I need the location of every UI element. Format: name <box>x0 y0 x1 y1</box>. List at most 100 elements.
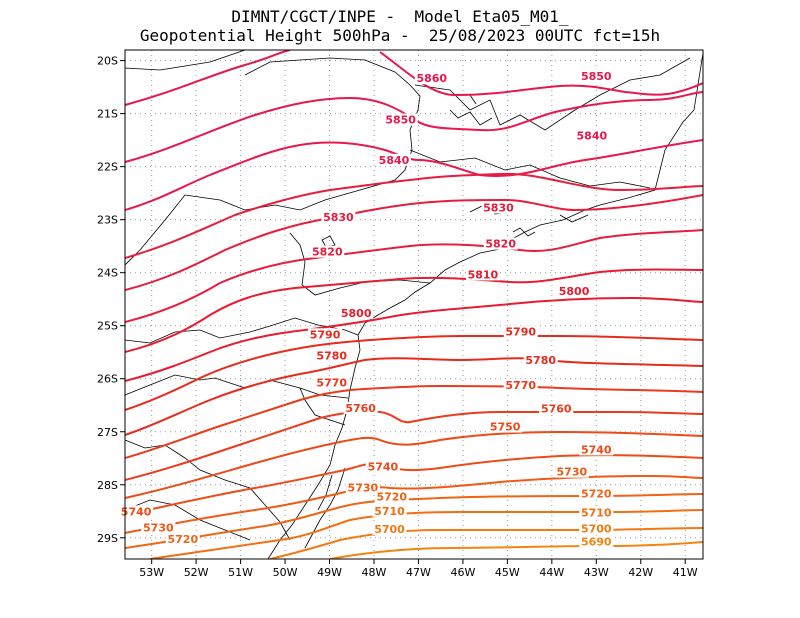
contour-line <box>125 50 291 106</box>
contour-label: 5840 <box>379 154 410 167</box>
contour-label-bg <box>579 443 614 456</box>
contour-label-bg <box>383 113 418 126</box>
x-tick-label: 48W <box>362 566 387 579</box>
contour-line <box>125 296 703 382</box>
x-tick-label: 42W <box>628 566 653 579</box>
contour-label: 5740 <box>121 505 152 518</box>
contour-label-bg <box>465 268 500 281</box>
x-tick-label: 44W <box>539 566 564 579</box>
contour-label-bg <box>314 376 349 389</box>
contour-label: 5760 <box>345 402 376 415</box>
height-contours <box>125 50 703 559</box>
y-tick-label: 26S <box>97 373 118 386</box>
contour-line <box>125 229 703 323</box>
contour-label-bg <box>483 237 518 250</box>
contour-label-bg <box>503 325 538 338</box>
contour-line <box>269 527 703 559</box>
y-tick-label: 25S <box>97 320 118 333</box>
contour-label: 5730 <box>348 482 379 495</box>
x-tick-label: 50W <box>273 566 298 579</box>
contour-label: 5800 <box>559 285 590 298</box>
contour-label: 5850 <box>581 70 612 83</box>
contour-label: 5720 <box>581 487 612 500</box>
x-tick-label: 51W <box>228 566 253 579</box>
contour-label-bg <box>579 70 614 83</box>
contour-label: 5740 <box>581 443 612 456</box>
contour-label-bg <box>523 353 558 366</box>
contour-label-bg <box>539 402 574 415</box>
y-tick-label: 27S <box>97 426 118 439</box>
contour-label-bg <box>345 481 380 494</box>
contour-label: 5780 <box>316 350 347 363</box>
contour-label-bg <box>372 522 407 535</box>
state-border <box>414 57 691 131</box>
title-line-2: Geopotential Height 500hPa - 25/08/2023 … <box>139 26 661 45</box>
contour-label-bg <box>165 532 200 545</box>
contour-label-bg <box>141 521 176 534</box>
contour-label: 5730 <box>143 521 174 534</box>
contour-label-bg <box>488 420 523 433</box>
y-tick-label: 29S <box>97 532 118 545</box>
contour-label: 5780 <box>525 354 556 367</box>
x-tick-label: 41W <box>673 566 698 579</box>
contour-label-bg <box>314 349 349 362</box>
contour-line <box>125 172 703 259</box>
contour-label: 5810 <box>468 268 499 281</box>
contour-label-bg <box>579 535 614 548</box>
contour-label: 5790 <box>505 326 536 339</box>
contour-label: 5720 <box>167 533 198 546</box>
contour-label: 5720 <box>376 491 407 504</box>
longitude-axis: 53W 52W 51W 50W 49W 48W 47W 46W 45W 44W 43W 42W 41W <box>139 559 698 579</box>
state-border <box>409 149 651 189</box>
contour-label: 5770 <box>505 379 536 392</box>
contour-label: 5740 <box>368 460 399 473</box>
contour-line <box>125 493 703 549</box>
y-tick-label: 21S <box>97 108 118 121</box>
y-tick-label: 28S <box>97 479 118 492</box>
contour-label-bg <box>308 328 343 341</box>
contour-line <box>125 268 703 353</box>
contour-line <box>125 194 703 291</box>
contour-label-bg <box>376 153 411 166</box>
y-tick-label: 23S <box>97 214 118 227</box>
contour-line <box>329 541 703 559</box>
contour-label: 5750 <box>490 421 521 434</box>
state-border <box>299 387 346 426</box>
contour-label-bg <box>372 504 407 517</box>
y-tick-label: 22S <box>97 161 118 174</box>
contour-label-bg <box>557 284 592 297</box>
x-tick-label: 45W <box>495 566 520 579</box>
x-tick-label: 52W <box>184 566 209 579</box>
contour-label-bg <box>343 402 378 415</box>
title-line-1: DIMNT/CGCT/INPE - Model Eta05_M01_ <box>231 7 569 26</box>
coastline <box>267 52 703 559</box>
contour-label: 5790 <box>310 328 341 341</box>
plot-frame <box>124 49 704 560</box>
x-tick-label: 49W <box>317 566 342 579</box>
latitude-axis: 20S 21S 22S 23S 24S 25S 26S 27S 28S 29S <box>97 55 125 545</box>
contour-label-bg <box>574 129 609 142</box>
contour-line <box>149 509 703 559</box>
contour-label-bg <box>321 211 356 224</box>
contour-label: 5820 <box>485 238 516 251</box>
y-tick-label: 24S <box>97 267 118 280</box>
contour-label-bg <box>579 506 614 519</box>
contour-label: 5840 <box>577 129 608 142</box>
contour-label: 5850 <box>385 114 416 127</box>
contour-line <box>125 91 703 163</box>
contour-label: 5710 <box>374 505 405 518</box>
contour-label: 5800 <box>341 307 372 320</box>
contour-label-bg <box>374 490 409 503</box>
contour-line <box>125 474 703 534</box>
contour-label: 5820 <box>312 246 343 259</box>
contour-label-bg <box>503 379 538 392</box>
contour-line <box>125 139 703 211</box>
contour-line <box>125 410 703 481</box>
contour-label: 5830 <box>323 211 354 224</box>
contour-label: 5770 <box>316 377 347 390</box>
x-tick-label: 46W <box>450 566 475 579</box>
contour-label: 5860 <box>416 72 447 85</box>
y-tick-label: 20S <box>97 55 118 68</box>
contour-line <box>125 454 703 516</box>
